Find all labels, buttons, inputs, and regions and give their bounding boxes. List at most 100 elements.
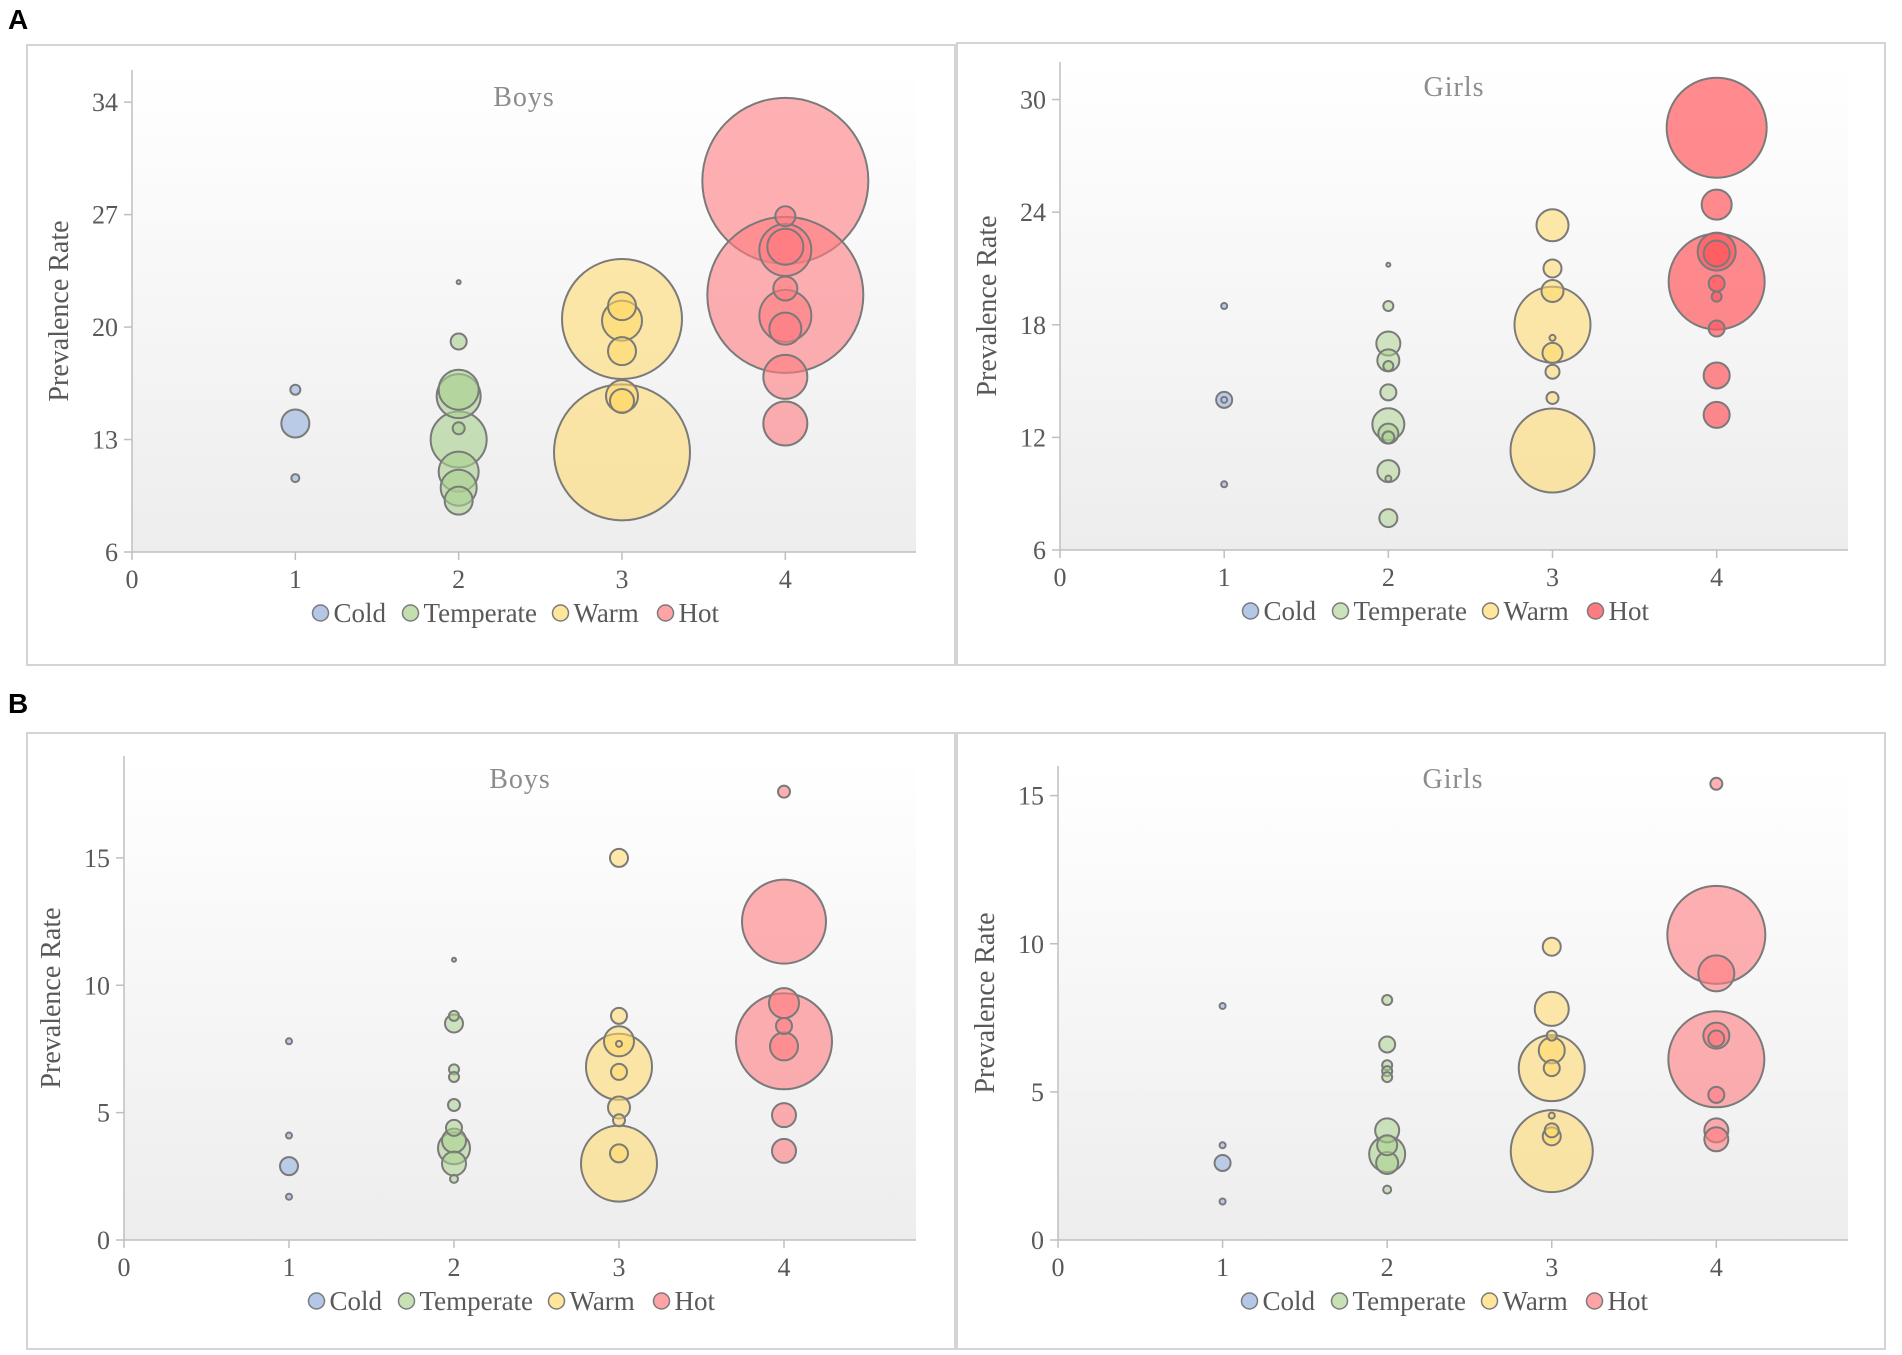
x-tick-label: 3	[1546, 563, 1559, 592]
bubble-temperate-b-boys	[448, 1070, 460, 1083]
chart-title: Girls	[1424, 72, 1485, 103]
bubble-cold-a-boys	[289, 383, 302, 396]
x-tick-label: 2	[1382, 563, 1395, 592]
legend-label-cold: Cold	[330, 1286, 383, 1316]
legend-marker-hot	[1585, 1292, 1604, 1310]
legend-label-temperate: Temperate	[1354, 596, 1468, 626]
legend-label-hot: Hot	[675, 1286, 716, 1316]
legend-item-temperate: Temperate	[401, 598, 537, 628]
y-tick-label: 5	[97, 1099, 110, 1128]
y-tick-label: 15	[84, 844, 110, 873]
bubble-cold-a-boys	[280, 408, 311, 439]
bubble-cold-b-girls	[1213, 1153, 1232, 1172]
chart-title: Girls	[1423, 764, 1484, 795]
bubble-cold-b-girls	[1218, 1141, 1227, 1150]
legend-item-cold: Cold	[1240, 1286, 1316, 1316]
legend-marker-temperate	[397, 1292, 416, 1310]
bubble-hot-a-boys	[772, 275, 799, 302]
bubble-hot-a-boys	[766, 227, 805, 266]
legend-label-hot: Hot	[1609, 596, 1650, 626]
bubble-hot-b-girls	[1667, 1010, 1766, 1109]
bubble-warm-a-girls	[1541, 341, 1564, 364]
bubble-temperate-b-boys	[451, 956, 457, 963]
x-tick-label: 4	[778, 1253, 791, 1282]
y-tick-label: 5	[1031, 1078, 1044, 1107]
legend-label-temperate: Temperate	[1353, 1286, 1467, 1316]
bubble-warm-a-girls	[1542, 258, 1563, 279]
legend-marker-cold	[1241, 602, 1260, 620]
y-tick-label: 27	[92, 201, 118, 230]
bubble-warm-b-boys	[615, 1039, 623, 1048]
bubble-warm-b-girls	[1545, 1029, 1558, 1042]
bubble-cold-b-girls	[1218, 1001, 1227, 1010]
x-tick-label: 1	[1216, 1253, 1229, 1282]
bubble-warm-a-boys	[609, 387, 635, 414]
legend-label-hot: Hot	[1608, 1286, 1649, 1316]
bubble-warm-b-boys	[610, 1062, 628, 1081]
chart-b-girls: 0 5 10 15 0 1 2 3 4 Girls Prevalence Rate Cold Tempe…	[956, 732, 1886, 1350]
legend-label-cold: Cold	[334, 598, 387, 628]
x-tick-label: 1	[289, 565, 302, 594]
bubble-cold-b-boys	[279, 1156, 299, 1177]
bubble-warm-b-girls	[1542, 1059, 1561, 1078]
bubble-temperate-a-boys	[449, 332, 468, 351]
x-tick-label: 4	[1710, 1253, 1723, 1282]
x-tick-label: 0	[1052, 1253, 1065, 1282]
bubble-hot-b-girls	[1707, 1029, 1726, 1048]
legend-item-warm: Warm	[547, 1286, 635, 1316]
legend-marker-temperate	[401, 604, 420, 622]
x-tick-label: 0	[126, 565, 139, 594]
x-tick-label: 1	[283, 1253, 296, 1282]
legend-label-hot: Hot	[679, 598, 720, 628]
bubble-hot-b-boys	[768, 987, 800, 1020]
legend-marker-warm	[551, 604, 570, 622]
bubble-hot-a-boys	[762, 400, 809, 447]
y-tick-label: 10	[1018, 930, 1044, 959]
bubble-hot-b-boys	[771, 1137, 797, 1164]
legend-label-warm: Warm	[574, 598, 639, 628]
legend-item-temperate: Temperate	[397, 1286, 533, 1316]
x-tick-label: 0	[118, 1253, 131, 1282]
legend-item-warm: Warm	[551, 598, 639, 628]
y-axis-title: Prevalence Rate	[972, 215, 1003, 396]
bubble-temperate-b-boys	[449, 1173, 459, 1184]
legend-item-temperate: Temperate	[1330, 1286, 1467, 1316]
legend-item-cold: Cold	[311, 598, 387, 628]
legend-label-cold: Cold	[1263, 1286, 1316, 1316]
legend-marker-warm	[547, 1292, 566, 1310]
x-tick-label: 4	[779, 565, 792, 594]
bubble-hot-b-boys	[775, 1017, 793, 1036]
y-tick-label: 0	[97, 1226, 110, 1255]
legend-item-warm: Warm	[1480, 1286, 1568, 1316]
bubble-temperate-b-boys	[441, 1150, 467, 1177]
bubble-hot-a-boys	[762, 353, 809, 400]
bubble-warm-a-boys	[607, 291, 637, 322]
bubble-hot-a-girls	[1707, 319, 1726, 338]
bubble-cold-b-boys	[285, 1131, 293, 1140]
legend-item-hot: Hot	[1586, 596, 1650, 626]
y-tick-label: 18	[1020, 311, 1046, 340]
legend-item-hot: Hot	[1585, 1286, 1649, 1316]
bubble-temperate-a-boys	[451, 421, 466, 436]
y-axis-title: Prevalence Rate	[36, 907, 67, 1088]
bubble-temperate-a-girls	[1382, 360, 1395, 373]
y-tick-label: 13	[92, 426, 118, 455]
y-axis-title: Prevalence Rate	[44, 220, 75, 401]
y-tick-label: 0	[1031, 1226, 1044, 1255]
y-tick-label: 34	[92, 88, 118, 117]
bubble-warm-b-girls	[1543, 1122, 1560, 1139]
y-tick-label: 6	[105, 538, 118, 567]
legend-item-temperate: Temperate	[1331, 596, 1468, 626]
x-tick-label: 3	[1545, 1253, 1558, 1282]
bubble-warm-b-boys	[580, 1124, 658, 1203]
bubble-hot-a-boys	[774, 205, 797, 228]
bubble-hot-b-boys	[777, 784, 791, 799]
bubble-warm-b-boys	[609, 1143, 629, 1164]
bubble-temperate-a-girls	[1385, 261, 1392, 268]
legend-label-warm: Warm	[1503, 1286, 1568, 1316]
legend-marker-hot	[656, 604, 675, 622]
bubble-temperate-a-girls	[1379, 383, 1398, 402]
y-tick-label: 6	[1033, 536, 1046, 565]
bubble-hot-a-girls	[1665, 76, 1768, 179]
